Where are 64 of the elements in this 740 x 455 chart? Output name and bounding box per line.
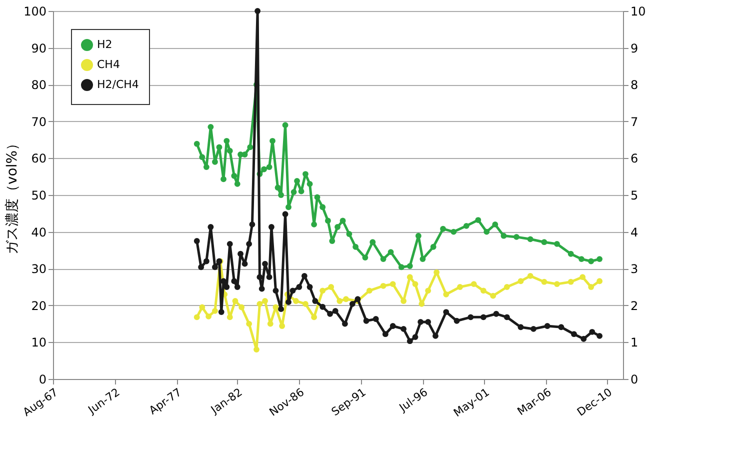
y2-tick-label: 0 <box>630 372 638 386</box>
point <box>443 291 450 298</box>
y2-tick-label: 2 <box>630 298 638 313</box>
point <box>527 273 534 279</box>
point <box>206 313 212 320</box>
legend-label: CH4 <box>97 58 120 71</box>
point <box>199 304 206 310</box>
y-tick-label: 70 <box>31 114 46 129</box>
point <box>490 292 496 299</box>
point <box>212 308 218 314</box>
point <box>302 300 308 307</box>
y2-tick-label: 3 <box>630 262 638 276</box>
y-tick-label: 90 <box>31 41 46 56</box>
point <box>232 298 238 304</box>
y-tick-label: 50 <box>31 188 46 202</box>
point <box>588 284 594 290</box>
point <box>390 281 396 288</box>
point <box>292 298 299 304</box>
legend-label: H2 <box>97 38 112 51</box>
y-tick-label: 60 <box>31 152 46 166</box>
y2-tick-label: 10 <box>630 4 646 18</box>
point <box>457 284 463 290</box>
y2-tick-label: 9 <box>630 41 638 56</box>
y2-tick-label: 8 <box>630 78 638 92</box>
legend-label: H2/CH4 <box>97 78 139 91</box>
point <box>541 278 548 285</box>
point <box>596 278 603 284</box>
point <box>320 288 326 294</box>
y-tick-label: 30 <box>31 262 46 276</box>
y-axis-title: ガス濃度（vol%） <box>4 136 21 255</box>
point <box>470 281 477 288</box>
y-tick-label: 40 <box>31 225 46 240</box>
point <box>412 281 418 288</box>
point <box>194 314 200 320</box>
point <box>504 284 510 290</box>
y-tick-label: 20 <box>31 298 46 313</box>
point <box>279 323 286 329</box>
point <box>256 300 263 307</box>
point <box>580 274 586 280</box>
point <box>518 278 524 284</box>
point <box>311 314 318 320</box>
point <box>568 278 574 285</box>
point <box>380 282 386 289</box>
point <box>343 296 349 302</box>
point <box>254 346 260 353</box>
point <box>328 284 334 290</box>
y2-tick-label: 4 <box>630 225 638 240</box>
point <box>246 320 252 327</box>
y2-tick-label: 5 <box>630 188 638 202</box>
point <box>480 288 486 294</box>
point <box>238 304 245 310</box>
point <box>262 298 268 304</box>
y2-tick-label: 7 <box>630 114 638 129</box>
y-tick-label: 100 <box>24 4 46 18</box>
y-tick-label: 80 <box>31 78 46 92</box>
point <box>425 288 432 294</box>
y-tick-label: 10 <box>31 336 46 350</box>
point <box>554 281 560 288</box>
point <box>400 298 407 304</box>
y-tick-label: 0 <box>38 372 46 386</box>
y2-tick-label: 1 <box>630 336 638 350</box>
point <box>366 288 372 294</box>
y2-tick-label: 6 <box>630 152 638 166</box>
point <box>336 298 343 304</box>
